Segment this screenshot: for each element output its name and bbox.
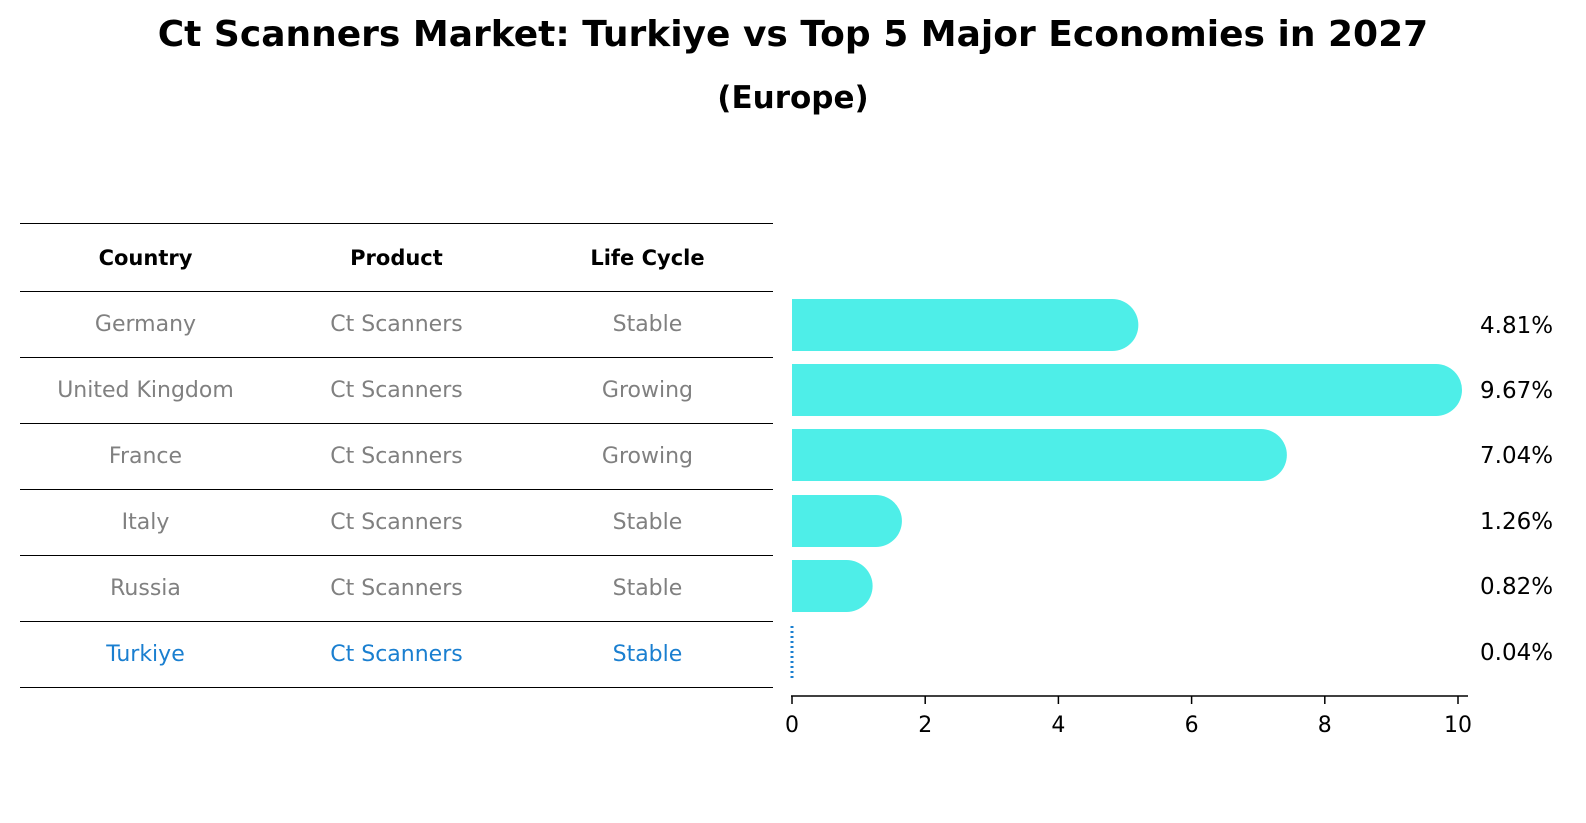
cell-country: Russia [110, 576, 181, 601]
value-label: 0.04% [1480, 640, 1553, 666]
cell-life-cycle: Stable [612, 312, 683, 337]
x-tick-label: 6 [1185, 713, 1199, 738]
market-table: Country Product Life Cycle Germany Ct Sc… [20, 223, 773, 688]
cell-product: Ct Scanners [330, 444, 463, 469]
bar-united-kingdom [792, 364, 1462, 416]
cell-country: Turkiye [106, 642, 185, 667]
cell-country: Germany [94, 312, 197, 337]
table-header-row: Country Product Life Cycle [20, 223, 773, 292]
header-life-cycle: Life Cycle [590, 245, 705, 270]
x-tick-label: 8 [1318, 713, 1332, 738]
table-row-highlight: Turkiye Ct Scanners Stable [20, 622, 773, 688]
x-tick-label: 4 [1051, 713, 1065, 738]
cell-life-cycle: Growing [601, 378, 693, 403]
value-label: 9.67% [1480, 378, 1553, 404]
bar-russia [792, 560, 873, 612]
table-row: Germany Ct Scanners Stable [20, 292, 773, 358]
table-row: France Ct Scanners Growing [20, 424, 773, 490]
cell-product: Ct Scanners [330, 642, 463, 667]
value-label: 4.81% [1480, 313, 1553, 339]
header-country: Country [98, 245, 193, 270]
cell-product: Ct Scanners [330, 378, 463, 403]
value-label: 7.04% [1480, 443, 1553, 469]
table-row: Italy Ct Scanners Stable [20, 490, 773, 556]
cell-life-cycle: Growing [601, 444, 693, 469]
cell-country: Italy [121, 510, 170, 535]
table-row: Russia Ct Scanners Stable [20, 556, 773, 622]
value-label: 1.26% [1480, 509, 1553, 535]
chart-subtitle: (Europe) [717, 80, 869, 116]
bar-germany [792, 299, 1139, 351]
x-tick-label: 10 [1444, 713, 1472, 738]
value-label: 0.82% [1480, 574, 1553, 600]
table-row: United Kingdom Ct Scanners Growing [20, 358, 773, 424]
cell-product: Ct Scanners [330, 576, 463, 601]
bar-italy [792, 495, 902, 547]
cell-product: Ct Scanners [330, 312, 463, 337]
cell-country: United Kingdom [57, 378, 234, 403]
cell-life-cycle: Stable [612, 642, 683, 667]
x-tick-label: 2 [918, 713, 932, 738]
cell-life-cycle: Stable [612, 576, 683, 601]
bar-france [792, 429, 1287, 481]
chart-title: Ct Scanners Market: Turkiye vs Top 5 Maj… [157, 14, 1429, 55]
cell-product: Ct Scanners [330, 510, 463, 535]
cell-life-cycle: Stable [612, 510, 683, 535]
x-tick-label: 0 [785, 713, 799, 738]
cell-country: France [108, 444, 183, 469]
header-product: Product [350, 245, 443, 270]
